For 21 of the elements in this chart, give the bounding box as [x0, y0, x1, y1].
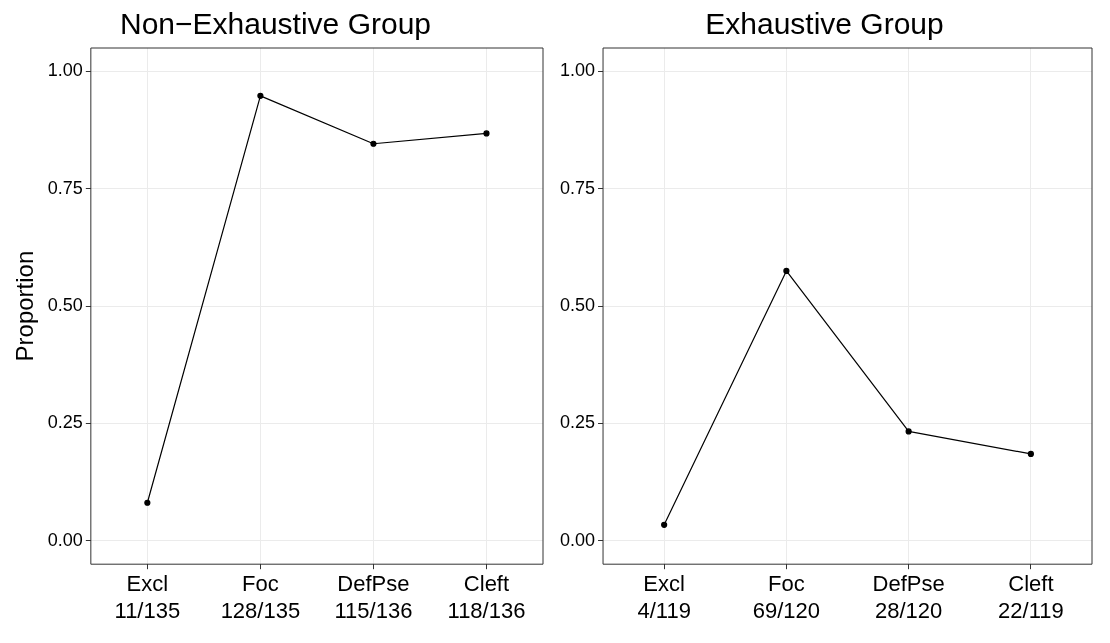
x-tick-label: DefPse 115/136 — [334, 571, 413, 623]
x-tick-label: Excl 4/119 — [637, 571, 691, 623]
y-tick-label: 0.25 — [47, 412, 83, 433]
y-tick-label: 0.50 — [559, 295, 596, 316]
y-tick-label: 0.50 — [47, 295, 83, 316]
y-tick-label: 1.00 — [47, 60, 83, 81]
y-tick-label: 0.00 — [559, 529, 596, 550]
y-tick-label: 0.25 — [559, 412, 596, 433]
chart-title: Exhaustive Group — [705, 7, 944, 41]
x-tick-label: Foc 69/120 — [752, 571, 821, 623]
y-tick-label: 0.75 — [47, 177, 83, 198]
x-tick-label: Excl 11/135 — [114, 571, 181, 623]
y-tick-label: 1.00 — [559, 60, 596, 81]
x-tick-label: Cleft 22/119 — [998, 571, 1064, 623]
y-tick-label: 0.75 — [559, 177, 596, 198]
chart-title: Non−Exhaustive Group — [119, 7, 432, 41]
x-tick-label: Cleft 118/136 — [447, 571, 526, 623]
y-tick-label: 0.00 — [47, 529, 83, 550]
x-tick-label: DefPse 28/120 — [872, 571, 945, 623]
y-axis-title: Proportion — [11, 250, 39, 362]
x-tick-label: Foc 128/135 — [220, 571, 301, 623]
